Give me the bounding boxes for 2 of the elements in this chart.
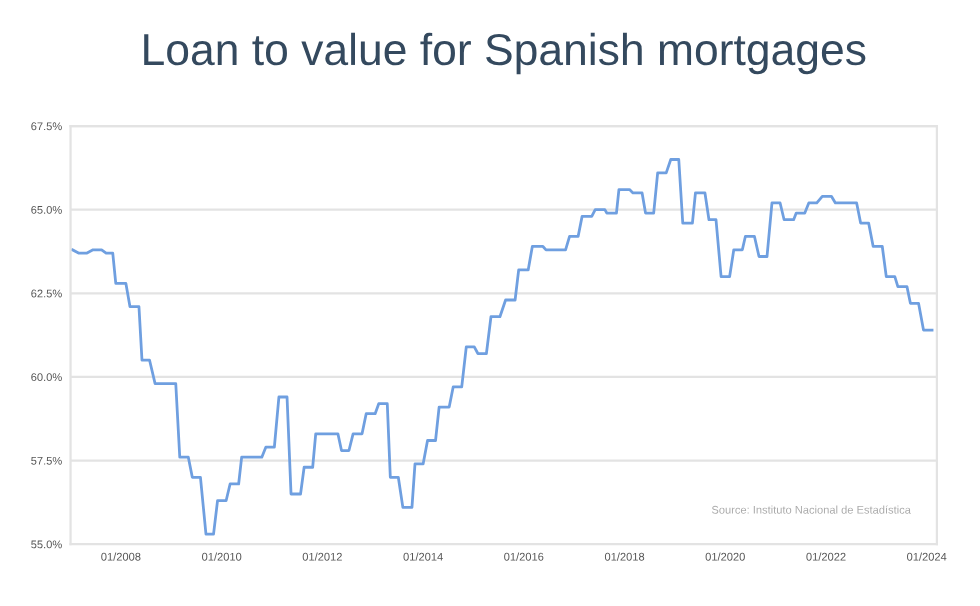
chart-title: Loan to value for Spanish mortgages	[144, 32, 866, 75]
line-series	[71, 158, 934, 536]
